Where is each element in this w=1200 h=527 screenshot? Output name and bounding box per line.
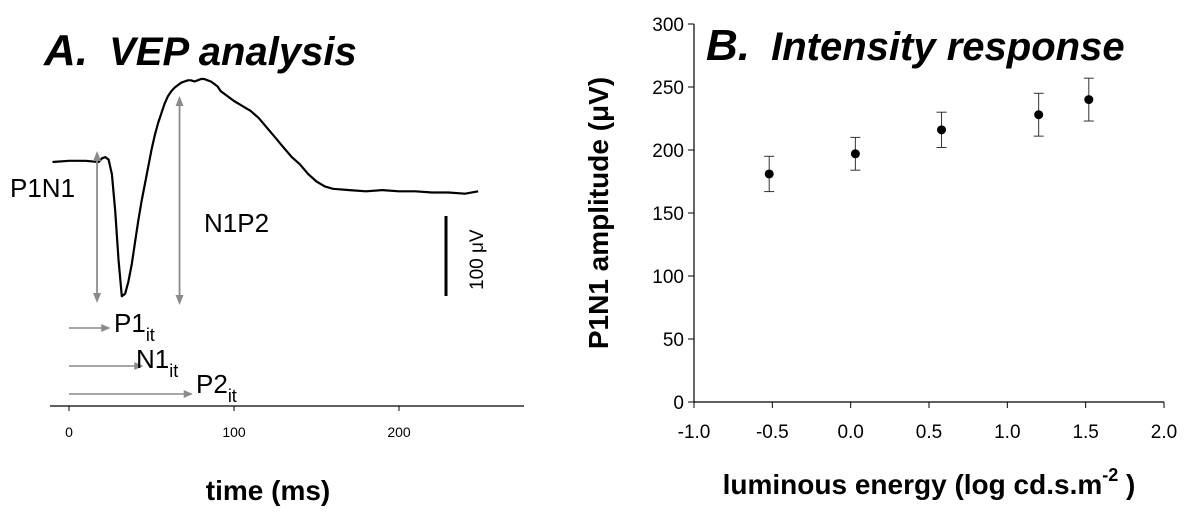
panel-a-trace-group xyxy=(52,77,479,298)
panel-b-title: B. Intensity response xyxy=(706,21,1125,70)
panel-a-x-tick-label: 0 xyxy=(65,424,73,440)
p1-it-label: P1it xyxy=(114,308,155,345)
panel-a-letter: A. xyxy=(43,26,88,75)
panel-b-x-ticks: -1.0 -0.5 0.0 0.5 1.0 1.5 2.0 xyxy=(678,402,1177,443)
scale-bar-label: 100 μV xyxy=(467,229,488,290)
panel-b-y-tick-label: 150 xyxy=(652,204,684,225)
panel-b-points xyxy=(764,77,1094,193)
p2-it-label: P2it xyxy=(196,369,237,406)
n1-it-sub: it xyxy=(169,361,178,381)
panel-b-y-tick-label: 200 xyxy=(652,141,684,162)
point-marker xyxy=(764,169,774,179)
panel-b-x-tick-label: 2.0 xyxy=(1151,422,1177,443)
panel-b-x-tick-label: 1.0 xyxy=(994,422,1020,443)
panel-a-title: A. VEP analysis xyxy=(43,26,357,75)
n1p2-arrow xyxy=(175,96,184,305)
panel-b-x-tick-label: 1.5 xyxy=(1072,422,1098,443)
panel-b-y-tick-label: 50 xyxy=(663,330,684,351)
point-marker xyxy=(1034,110,1044,120)
panel-a-x-tick-label: 100 xyxy=(222,424,246,440)
panel-b-title-text: Intensity response xyxy=(771,25,1124,69)
panel-b: B. Intensity response 0 50 100 150 200 250 300… xyxy=(583,15,1177,500)
data-point xyxy=(936,111,947,148)
panel-a-x-axis-title: time (ms) xyxy=(206,475,330,506)
p2-it-sub: it xyxy=(228,386,237,406)
p2-it-base: P2 xyxy=(196,369,228,399)
panel-b-y-tick-label: 0 xyxy=(673,393,684,414)
panel-a-arrows xyxy=(69,96,193,398)
data-point xyxy=(1083,77,1094,122)
panel-b-x-tick-label: 0.0 xyxy=(837,422,863,443)
panel-a-title-text: VEP analysis xyxy=(109,30,357,74)
x-title-main: luminous energy (log cd.s.m xyxy=(723,469,1103,500)
data-point xyxy=(764,155,775,193)
p1-it-base: P1 xyxy=(114,308,146,338)
panel-a-x-ticks: 0 100 200 xyxy=(65,406,411,440)
data-point xyxy=(850,136,861,171)
panel-b-y-axis-title: P1N1 amplitude (μV) xyxy=(583,77,614,349)
x-title-sup: -2 xyxy=(1102,465,1118,485)
panel-a-x-tick-label: 200 xyxy=(387,424,411,440)
panel-b-x-tick-label: -0.5 xyxy=(756,422,789,443)
vep-trace xyxy=(52,77,479,298)
p1n1-label: P1N1 xyxy=(10,173,75,203)
n1p2-label: N1P2 xyxy=(204,208,269,238)
data-point xyxy=(1033,92,1044,137)
panel-b-y-tick-label: 100 xyxy=(652,267,684,288)
panel-b-x-axis-title: luminous energy (log cd.s.m-2 ) xyxy=(723,465,1136,500)
n1-it-arrow xyxy=(69,362,144,370)
n1-it-base: N1 xyxy=(136,344,169,374)
panel-b-y-ticks: 0 50 100 150 200 250 300 xyxy=(652,15,694,414)
point-marker xyxy=(937,125,947,135)
panel-b-y-tick-label: 300 xyxy=(652,15,684,36)
panel-b-x-tick-label: 0.5 xyxy=(916,422,942,443)
panel-b-x-tick-label: -1.0 xyxy=(678,422,711,443)
p2-it-arrow xyxy=(69,390,193,398)
panel-b-y-tick-label: 250 xyxy=(652,78,684,99)
panel-a: A. VEP analysis 0 100 200 P1N1 N1P2 P1it N… xyxy=(10,26,524,506)
panel-b-letter: B. xyxy=(706,21,750,70)
p1-it-arrow xyxy=(69,324,111,332)
n1-it-label: N1it xyxy=(136,344,178,381)
p1n1-arrow xyxy=(93,151,102,303)
p1-it-sub: it xyxy=(146,325,155,345)
point-marker xyxy=(1084,95,1094,105)
x-title-end: ) xyxy=(1118,469,1135,500)
point-marker xyxy=(850,149,860,159)
